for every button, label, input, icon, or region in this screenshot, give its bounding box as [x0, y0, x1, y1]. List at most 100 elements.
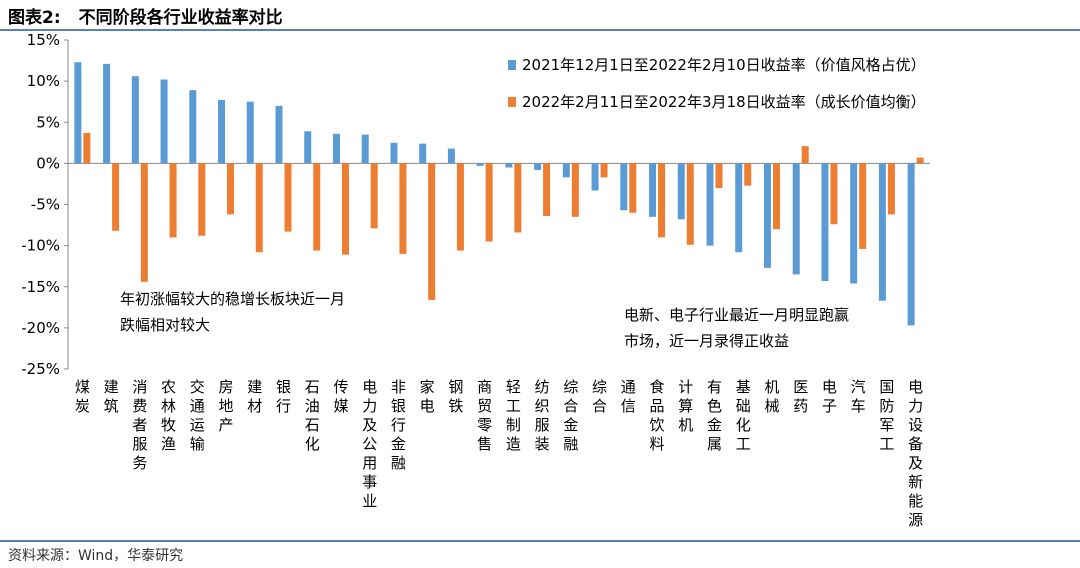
category-label-char: 备 [908, 435, 923, 453]
y-tick-label: -25% [21, 360, 60, 378]
category-label-char: 信 [621, 397, 636, 415]
category-label-char: 费 [132, 397, 147, 415]
category-label-char: 金 [563, 416, 578, 434]
category-label-char: 消 [132, 378, 147, 396]
bar-series1 [763, 163, 771, 268]
bar-series2 [600, 163, 608, 178]
category-label-char: 工 [879, 435, 894, 453]
bar-series2 [341, 163, 349, 255]
bar-series2 [543, 163, 551, 217]
y-tick-label: 5% [36, 113, 60, 131]
category-label-char: 家 [420, 378, 435, 396]
bar-series2 [744, 163, 752, 186]
category-label-char: 电 [420, 397, 435, 415]
bar-series2 [83, 132, 91, 164]
category-label-char: 银 [276, 378, 291, 396]
legend-swatch-series2 [508, 97, 516, 107]
bar-series2 [715, 163, 723, 189]
bar-series1 [476, 163, 484, 166]
bar-series1 [419, 143, 427, 164]
bar-series1 [562, 163, 570, 178]
category-label-char: 建 [247, 378, 262, 396]
bar-series1 [505, 163, 513, 168]
category-label-char: 及 [908, 454, 923, 472]
bar-series1 [591, 163, 599, 191]
category-label-char: 建 [104, 378, 119, 396]
category-label-char: 计 [678, 378, 693, 396]
bottom-rule [0, 540, 1080, 542]
category-label-char: 力 [908, 397, 923, 415]
bar-series1 [74, 62, 82, 164]
bar-series1 [677, 163, 685, 220]
category-label-char: 属 [707, 435, 722, 453]
category-label-char: 炭 [75, 397, 90, 415]
category-label-char: 行 [391, 416, 406, 434]
category-label-char: 交 [190, 378, 205, 396]
category-label-char: 输 [190, 435, 205, 453]
bar-series2 [514, 163, 522, 233]
category-label-char: 售 [477, 435, 492, 453]
category-label-char: 材 [247, 397, 262, 415]
bar-series1 [131, 76, 139, 164]
category-label-char: 商 [477, 378, 492, 396]
category-label-char: 制 [506, 416, 521, 434]
category-label-char: 者 [132, 416, 147, 434]
category-label-char: 综 [563, 378, 578, 396]
category-label-char: 服 [132, 435, 147, 453]
category-label-char: 牧 [161, 416, 176, 434]
category-label-char: 运 [190, 416, 205, 434]
category-label-char: 防 [879, 397, 894, 415]
category-label-char: 工 [506, 397, 521, 415]
bar-series2 [140, 163, 148, 282]
bar-series2 [571, 163, 579, 217]
category-label-char: 传 [333, 378, 348, 396]
category-label-char: 服 [535, 416, 550, 434]
category-label-char: 造 [506, 435, 521, 453]
category-label-char: 化 [736, 416, 751, 434]
source-note: 资料来源：Wind，华泰研究 [8, 548, 184, 564]
category-label-char: 金 [391, 435, 406, 453]
category-label-char: 贸 [477, 397, 492, 415]
legend-swatch-series1 [508, 60, 516, 70]
bar-series2 [428, 163, 436, 300]
category-label-char: 医 [793, 378, 808, 396]
y-tick-label: 0% [36, 154, 60, 172]
category-label-char: 林 [161, 397, 176, 415]
bar-series1 [907, 163, 915, 326]
bar-series2 [313, 163, 321, 251]
bar-series1 [189, 90, 197, 164]
bar-series2 [772, 163, 780, 230]
category-label-char: 药 [793, 397, 808, 415]
annotation-2-line1: 电新、电子行业最近一月明显跑赢 [624, 306, 849, 324]
annotation-1-line2: 跌幅相对较大 [120, 316, 210, 334]
bar-series1 [620, 163, 628, 211]
category-label-char: 品 [650, 397, 665, 415]
category-label-char: 事 [362, 473, 377, 491]
category-label-char: 械 [764, 397, 779, 415]
category-label-char: 公 [362, 435, 377, 453]
bar-series1 [735, 163, 743, 253]
bar-series2 [169, 163, 177, 238]
bar-series2 [485, 163, 493, 242]
bar-series1 [390, 142, 398, 164]
category-label-char: 电 [362, 378, 377, 396]
bar-series2 [916, 157, 924, 164]
category-label-char: 及 [362, 416, 377, 434]
y-tick-label: -5% [31, 196, 60, 214]
bar-series2 [830, 163, 838, 225]
y-tick-label: -15% [21, 278, 60, 296]
y-tick-label: -10% [21, 237, 60, 255]
top-rule [0, 29, 1080, 31]
category-label-char: 军 [879, 416, 894, 434]
bar-series2 [399, 163, 407, 254]
category-label-char: 合 [563, 397, 578, 415]
bar-series1 [103, 63, 111, 164]
category-label-char: 石 [305, 378, 320, 396]
category-label-char: 轻 [506, 378, 521, 396]
category-label-char: 源 [908, 511, 923, 529]
category-label-char: 房 [219, 378, 234, 396]
bar-series2 [658, 163, 666, 238]
annotation-1-line1: 年初涨幅较大的稳增长板块近一月 [120, 290, 345, 308]
bar-series2 [887, 163, 895, 215]
category-label-char: 金 [707, 416, 722, 434]
